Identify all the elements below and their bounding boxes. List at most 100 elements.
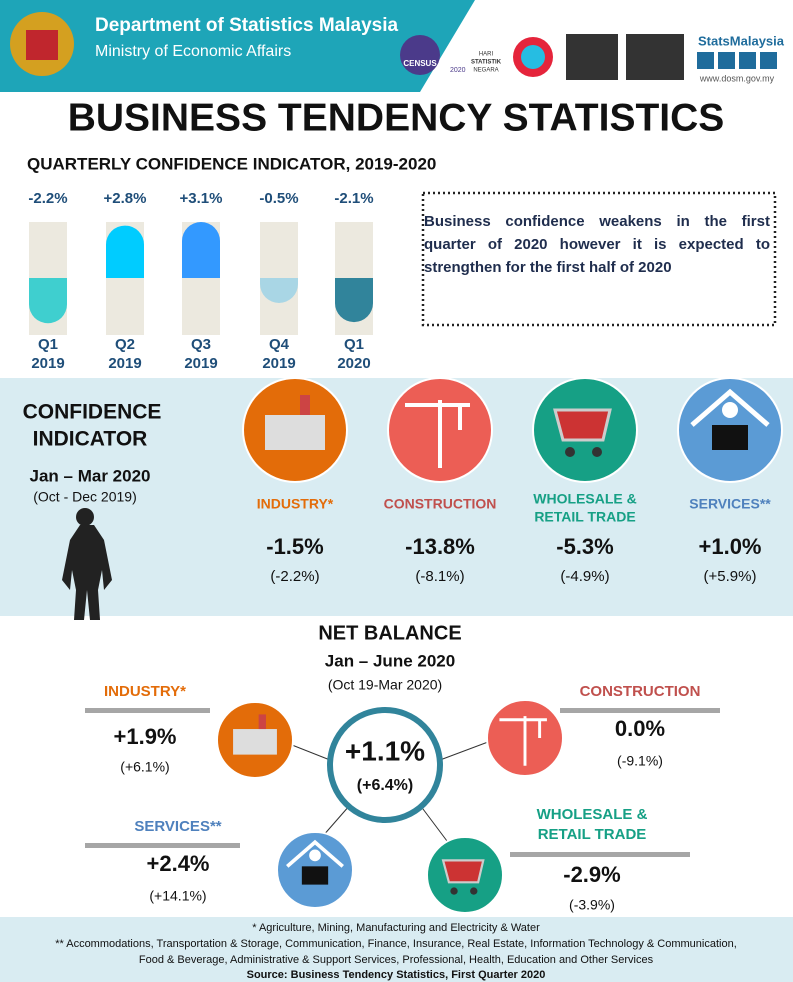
sector-value: -1.5% — [266, 534, 323, 559]
ministry-name: Ministry of Economic Affairs — [95, 43, 291, 60]
footnote: * Agriculture, Mining, Manufacturing and… — [252, 922, 540, 934]
businessman — [62, 525, 112, 620]
footer-band — [0, 917, 793, 982]
value-label: +2.8% — [104, 190, 147, 207]
quarter-label: Q1 — [344, 336, 364, 353]
overall-previous: (+6.4%) — [357, 777, 413, 794]
url: www.dosm.gov.my — [699, 73, 775, 83]
sector-previous: (+6.1%) — [120, 759, 169, 775]
icon-shape — [565, 447, 575, 457]
icon-shape — [470, 887, 478, 895]
icon-shape — [265, 415, 325, 450]
gauge-fill — [260, 278, 298, 303]
gauge-fill — [182, 222, 220, 278]
social-icon — [718, 52, 735, 69]
sector-value: +1.9% — [114, 724, 177, 749]
net-sectors: INDUSTRY* +1.9% (+6.1%) CONSTRUCTION 0.0% (-9… — [85, 683, 720, 914]
sector-name: RETAIL TRADE — [538, 826, 647, 843]
year-label: 2019 — [108, 355, 141, 372]
sector-name: SERVICES** — [134, 818, 221, 835]
quarter-label: Q1 — [38, 336, 58, 353]
value-label: -2.2% — [28, 190, 67, 207]
gauge-fill — [106, 225, 144, 278]
sector-value: -5.3% — [556, 534, 613, 559]
source: Source: Business Tendency Statistics, Fi… — [247, 969, 546, 981]
qr-code — [626, 34, 684, 80]
underline-bar — [510, 852, 690, 857]
sector-previous: (-8.1%) — [415, 568, 464, 585]
social-icon — [739, 52, 756, 69]
net-title: NET BALANCE — [318, 622, 461, 644]
gauge-fill — [335, 278, 373, 323]
sector-previous: (-9.1%) — [617, 753, 663, 769]
icon-shape — [309, 849, 321, 862]
sector-row: INDUSTRY* -1.5% (-2.2%) CONSTRUCTION -13.8% (… — [242, 377, 783, 585]
census-logo — [400, 35, 440, 75]
connector — [291, 744, 331, 761]
note-box — [421, 191, 777, 327]
year-label: 2019 — [31, 355, 64, 372]
underline-bar — [85, 708, 210, 713]
hari-text: HARI — [479, 52, 494, 58]
icon-shape — [553, 408, 612, 442]
header-band — [0, 0, 475, 92]
sector-previous: (-4.9%) — [560, 568, 609, 585]
connector — [419, 804, 451, 846]
sector-previous: (-3.9%) — [569, 897, 615, 913]
quarter-label: Q2 — [115, 336, 135, 353]
icon-shape — [712, 425, 748, 450]
sector-name: CONSTRUCTION — [384, 496, 497, 512]
year-label: 2020 — [337, 355, 370, 372]
social-icon — [697, 52, 714, 69]
icon-shape — [300, 395, 310, 415]
sdg-inner — [521, 45, 545, 69]
icon-shape — [301, 866, 329, 885]
year-label: 2019 — [184, 355, 217, 372]
icon-shape — [450, 887, 458, 895]
icon-shape — [722, 402, 738, 418]
value-label: -2.1% — [334, 190, 373, 207]
note: Business confidence weakens in the first… — [424, 213, 770, 276]
sector-previous: (+14.1%) — [149, 888, 206, 904]
social-icon — [760, 52, 777, 69]
confidence-title: CONFIDENCE — [23, 401, 162, 424]
statistik-text: STATISTIK — [471, 60, 502, 66]
gauge-fill — [29, 278, 67, 324]
sector-name: INDUSTRY* — [257, 496, 334, 512]
quarterly-chart: -2.2% Q1 2019 +2.8% Q2 2019 +3.1% Q3 2019 -0.5% Q4… — [28, 190, 373, 372]
net-period: Jan – June 2020 — [325, 651, 455, 670]
icon-shape — [233, 729, 277, 755]
section-title: QUARTERLY CONFIDENCE INDICATOR, 2019-202… — [27, 154, 436, 173]
footnote: Food & Beverage, Administrative & Suppor… — [139, 954, 654, 966]
sector-previous: (+5.9%) — [704, 568, 757, 585]
confidence-title: INDICATOR — [33, 428, 148, 451]
icon-shape — [286, 839, 344, 868]
sector-previous: (-2.2%) — [270, 568, 319, 585]
org-name: Department of Statistics Malaysia — [95, 15, 398, 36]
icon-shape — [258, 714, 266, 730]
sector-value: +2.4% — [147, 851, 210, 876]
negara-text: NEGARA — [473, 68, 498, 74]
sector-name: INDUSTRY* — [104, 683, 186, 700]
connector — [439, 741, 489, 761]
icon-shape — [592, 447, 602, 457]
sector-name: CONSTRUCTION — [580, 683, 701, 700]
businessman-head — [76, 508, 94, 526]
crest-shield — [26, 30, 58, 60]
sector-value: 0.0% — [615, 716, 665, 741]
icon-shape — [499, 716, 547, 766]
overall-circle — [327, 707, 443, 823]
census-year: 2020 — [450, 67, 466, 74]
sector-name: WHOLESALE & — [533, 491, 636, 507]
sector-name: WHOLESALE & — [537, 806, 648, 823]
previous-period: (Oct - Dec 2019) — [33, 489, 136, 505]
sector-value: -2.9% — [563, 862, 620, 887]
census-text: CENSUS — [403, 59, 437, 68]
overall-value: +1.1% — [345, 735, 425, 766]
year-label: 2019 — [262, 355, 295, 372]
underline-bar — [85, 843, 240, 848]
icon-shape — [441, 859, 485, 884]
sector-value: +1.0% — [699, 534, 762, 559]
